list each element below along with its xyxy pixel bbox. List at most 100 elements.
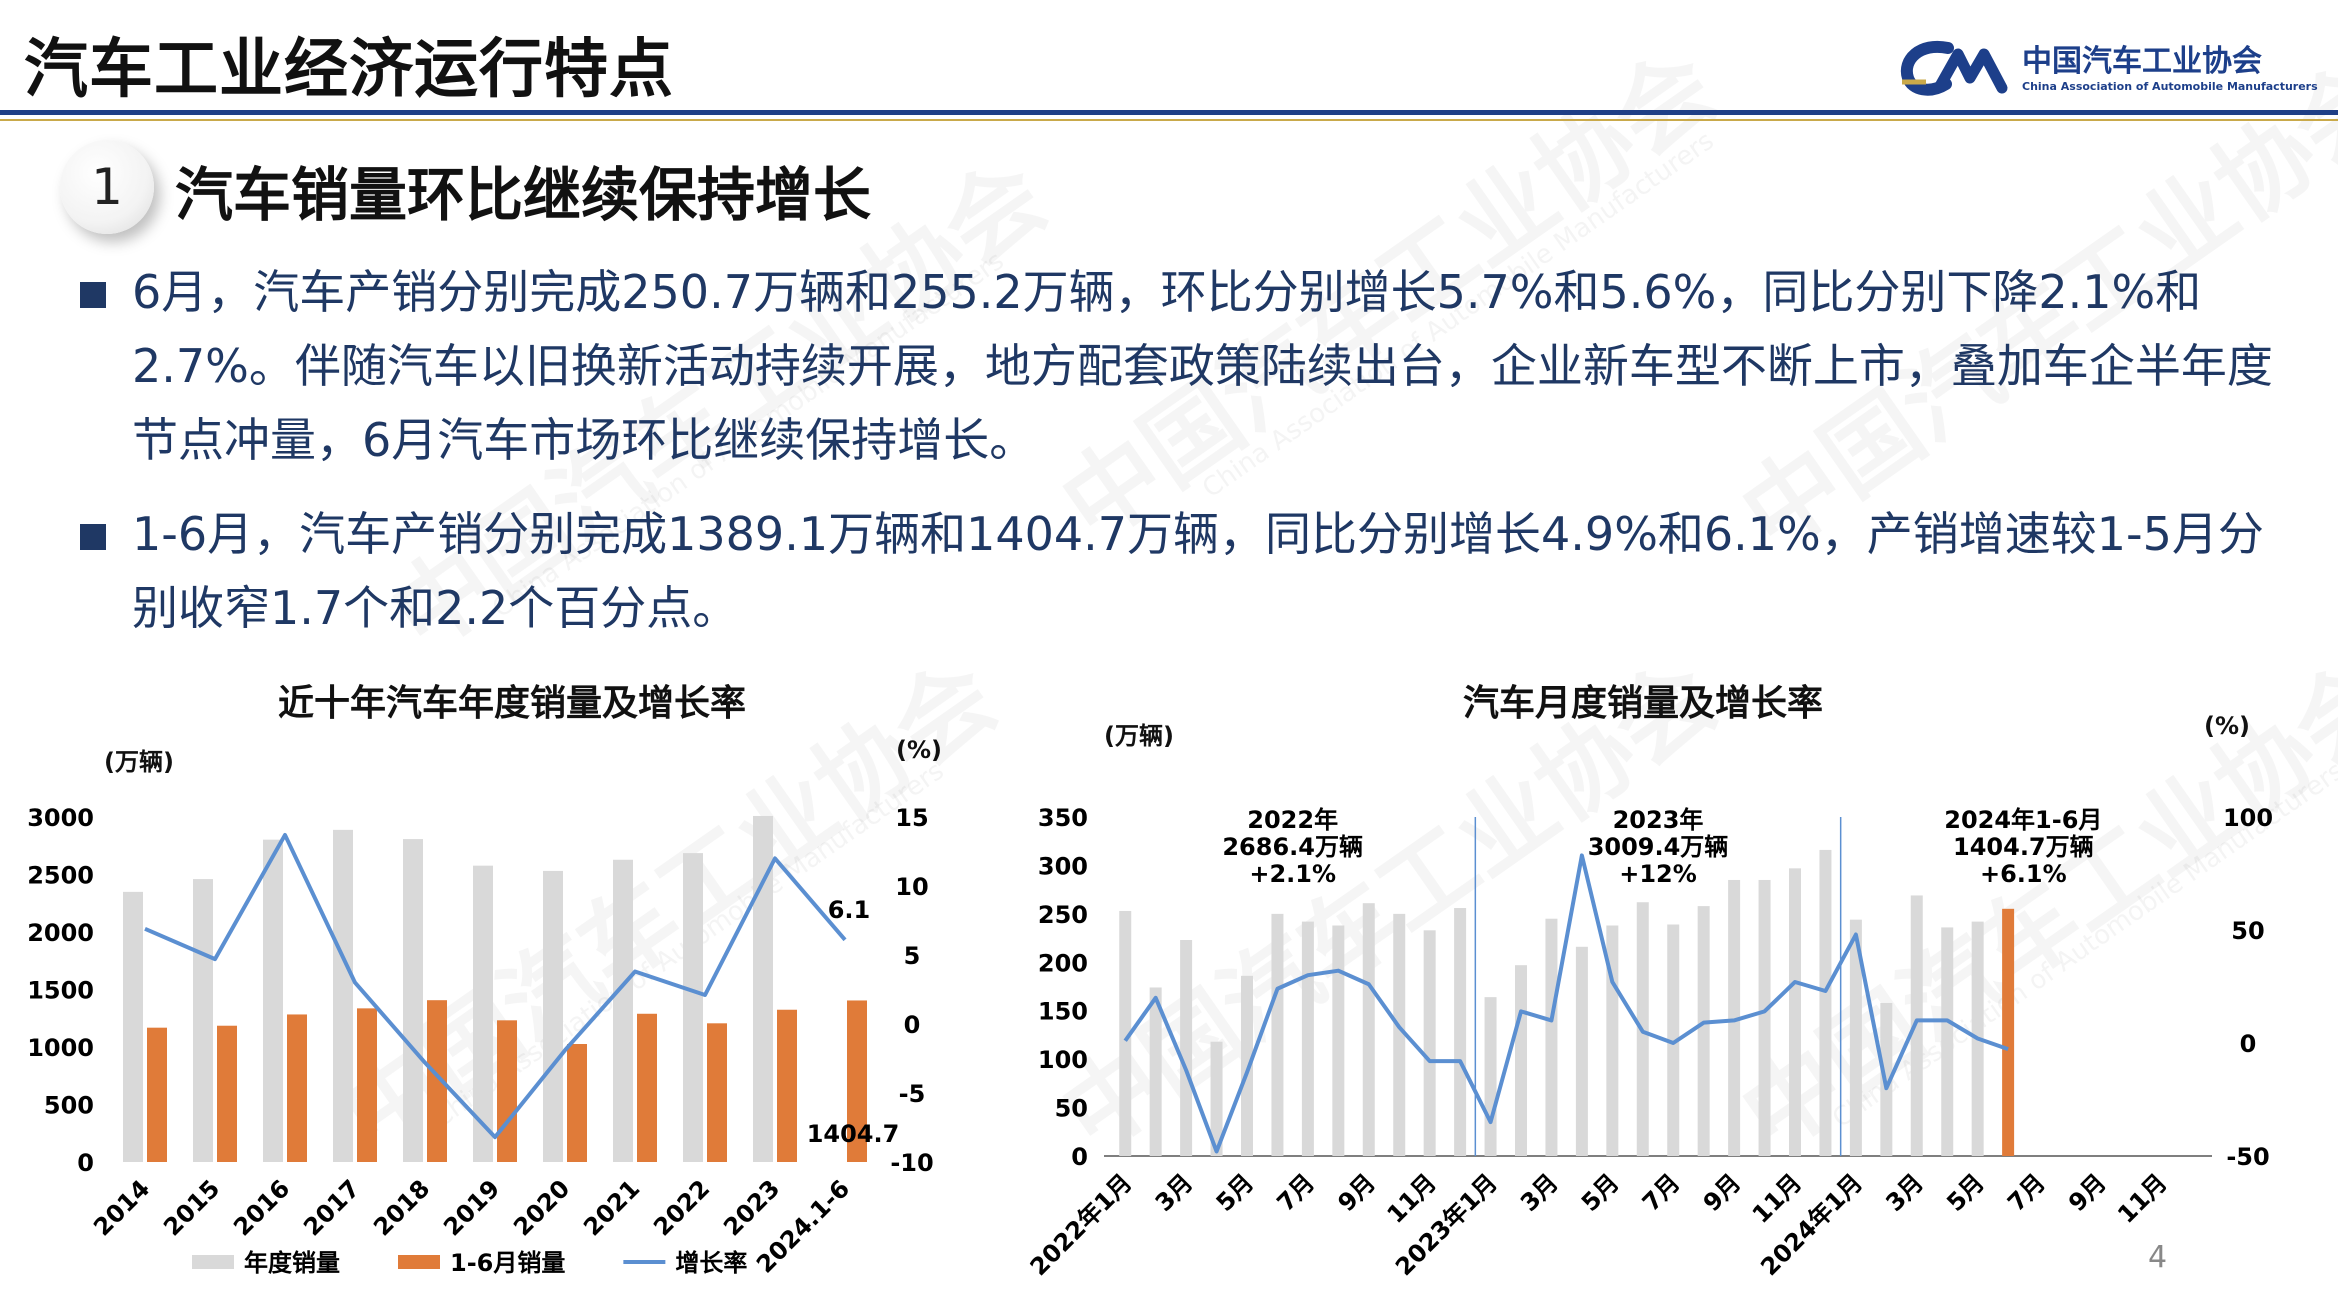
bullet-item: 1-6月，汽车产销分别完成1389.1万辆和1404.7万辆，同比分别增长4.9… bbox=[80, 497, 2280, 645]
x-tick-label: 3月 bbox=[1515, 1168, 1564, 1217]
bar-annual-sales bbox=[123, 891, 143, 1162]
x-tick-label: 5月 bbox=[1941, 1168, 1990, 1217]
bar-annual-sales bbox=[753, 815, 773, 1162]
bar-h1-sales bbox=[567, 1044, 587, 1162]
y-tick-label-right: -10 bbox=[890, 1149, 933, 1177]
bar-monthly-sales bbox=[1423, 930, 1436, 1156]
y-tick-label-left: 0 bbox=[77, 1149, 94, 1177]
bar-annual-sales bbox=[193, 879, 213, 1162]
legend-swatch bbox=[192, 1255, 234, 1269]
legend-label: 增长率 bbox=[675, 1249, 747, 1277]
bar-h1-sales bbox=[147, 1027, 167, 1162]
year-annotation-growth: +12% bbox=[1619, 860, 1697, 888]
logo: 中国汽车工业协会 China Association of Automobile… bbox=[1900, 30, 2320, 105]
x-tick-label: 2018 bbox=[368, 1174, 435, 1241]
x-tick-label: 2022年1月 bbox=[1025, 1168, 1138, 1281]
chart-title: 汽车月度销量及增长率 bbox=[1463, 683, 1824, 724]
y-tick-label-left: 0 bbox=[1071, 1143, 1088, 1171]
bar-h1-sales bbox=[357, 1008, 377, 1162]
year-annotation-total: 1404.7万辆 bbox=[1953, 833, 2094, 861]
y-tick-label-left: 1500 bbox=[27, 977, 94, 1005]
x-tick-label: 3月 bbox=[1880, 1168, 1929, 1217]
x-tick-label: 7月 bbox=[1272, 1168, 1321, 1217]
y-tick-label-left: 200 bbox=[1038, 949, 1088, 977]
section-number: 1 bbox=[91, 158, 123, 216]
year-annotation-label: 2023年 bbox=[1613, 806, 1704, 834]
legend-label: 年度销量 bbox=[244, 1249, 340, 1277]
header-divider bbox=[0, 110, 2338, 115]
bullet-square-icon bbox=[80, 282, 106, 308]
y-axis-unit-left: (万辆) bbox=[104, 748, 174, 776]
x-tick-label: 5月 bbox=[1576, 1168, 1625, 1217]
bar-monthly-sales bbox=[1849, 919, 1862, 1156]
y-tick-label-left: 50 bbox=[1055, 1095, 1088, 1123]
bar-monthly-sales bbox=[1454, 908, 1467, 1156]
section-number-badge: 1 bbox=[60, 140, 154, 234]
x-tick-label: 2014 bbox=[88, 1174, 155, 1241]
y-tick-label-right: 5 bbox=[904, 942, 921, 970]
bar-h1-sales bbox=[777, 1009, 797, 1162]
bar-annual-sales bbox=[263, 839, 283, 1162]
x-tick-label: 9月 bbox=[1332, 1168, 1381, 1217]
bar-monthly-sales bbox=[1545, 918, 1558, 1156]
legend-label: 1-6月销量 bbox=[450, 1249, 565, 1277]
bar-h1-sales bbox=[217, 1025, 237, 1162]
y-tick-label-left: 500 bbox=[44, 1092, 94, 1120]
x-tick-label: 2019 bbox=[438, 1174, 505, 1241]
y-tick-label-left: 300 bbox=[1038, 852, 1088, 880]
x-tick-label: 7月 bbox=[2002, 1168, 2051, 1217]
bar-monthly-sales bbox=[1941, 927, 1954, 1156]
chart-title: 近十年汽车年度销量及增长率 bbox=[278, 683, 747, 724]
x-tick-label: 2015 bbox=[158, 1174, 225, 1241]
x-tick-label: 2017 bbox=[298, 1174, 365, 1241]
bar-monthly-sales bbox=[1789, 868, 1801, 1156]
year-annotation-growth: +2.1% bbox=[1249, 860, 1336, 888]
year-annotation-growth: +6.1% bbox=[1980, 860, 2067, 888]
bullet-list: 6月，汽车产销分别完成250.7万辆和255.2万辆，环比分别增长5.7%和5.… bbox=[80, 255, 2280, 645]
bar-h1-sales bbox=[427, 1000, 447, 1162]
bar-monthly-sales bbox=[1910, 895, 1923, 1156]
year-annotation-total: 3009.4万辆 bbox=[1588, 833, 1729, 861]
bar-june-sales bbox=[2002, 908, 2015, 1156]
x-tick-label: 7月 bbox=[1637, 1168, 1686, 1217]
growth-rate-line bbox=[1123, 853, 2009, 1154]
logo-name: 中国汽车工业协会 bbox=[2022, 44, 2262, 79]
bar-monthly-sales bbox=[1332, 925, 1345, 1156]
x-tick-label: 9月 bbox=[2063, 1168, 2112, 1217]
growth-rate-line bbox=[144, 832, 847, 1140]
y-axis-unit-right: (%) bbox=[2204, 712, 2250, 740]
bullet-square-icon bbox=[80, 524, 106, 550]
y-tick-label-left: 2500 bbox=[27, 862, 94, 890]
bar-annual-sales bbox=[613, 859, 633, 1162]
y-tick-label-right: 50 bbox=[2231, 917, 2264, 945]
bar-monthly-sales bbox=[1149, 987, 1162, 1156]
y-tick-label-right: 100 bbox=[2223, 804, 2273, 832]
x-tick-label: 11月 bbox=[2112, 1168, 2172, 1228]
y-tick-label-right: 0 bbox=[2240, 1030, 2257, 1058]
bar-h1-sales bbox=[287, 1014, 307, 1162]
page-title: 汽车工业经济运行特点 bbox=[24, 33, 674, 107]
bullet-item: 6月，汽车产销分别完成250.7万辆和255.2万辆，环比分别增长5.7%和5.… bbox=[80, 255, 2280, 477]
page-number: 4 bbox=[2148, 1240, 2168, 1275]
x-tick-label: 2023 bbox=[718, 1174, 785, 1241]
bar-h1-sales bbox=[847, 1000, 867, 1162]
bullet-text: 1-6月，汽车产销分别完成1389.1万辆和1404.7万辆，同比分别增长4.9… bbox=[132, 507, 2264, 635]
y-tick-label-left: 1000 bbox=[27, 1034, 94, 1062]
section-title: 汽车销量环比继续保持增长 bbox=[175, 161, 872, 229]
y-tick-label-left: 350 bbox=[1038, 804, 1088, 832]
bullet-text: 6月，汽车产销分别完成250.7万辆和255.2万辆，环比分别增长5.7%和5.… bbox=[132, 265, 2273, 467]
y-tick-label-left: 100 bbox=[1038, 1046, 1088, 1074]
bar-h1-sales bbox=[637, 1013, 657, 1162]
bar-monthly-sales bbox=[1667, 924, 1680, 1156]
x-tick-label: 2016 bbox=[228, 1174, 295, 1241]
data-label-sales: 1404.7 bbox=[807, 1120, 900, 1148]
year-annotation-total: 2686.4万辆 bbox=[1222, 833, 1363, 861]
y-tick-label-right: -50 bbox=[2226, 1143, 2269, 1171]
y-axis-unit-right: (%) bbox=[896, 736, 942, 764]
bar-monthly-sales bbox=[1393, 913, 1406, 1156]
bar-monthly-sales bbox=[1241, 975, 1253, 1156]
bar-monthly-sales bbox=[1515, 965, 1527, 1156]
logo-subtitle: China Association of Automobile Manufact… bbox=[2022, 80, 2318, 93]
bar-monthly-sales bbox=[1301, 921, 1314, 1156]
